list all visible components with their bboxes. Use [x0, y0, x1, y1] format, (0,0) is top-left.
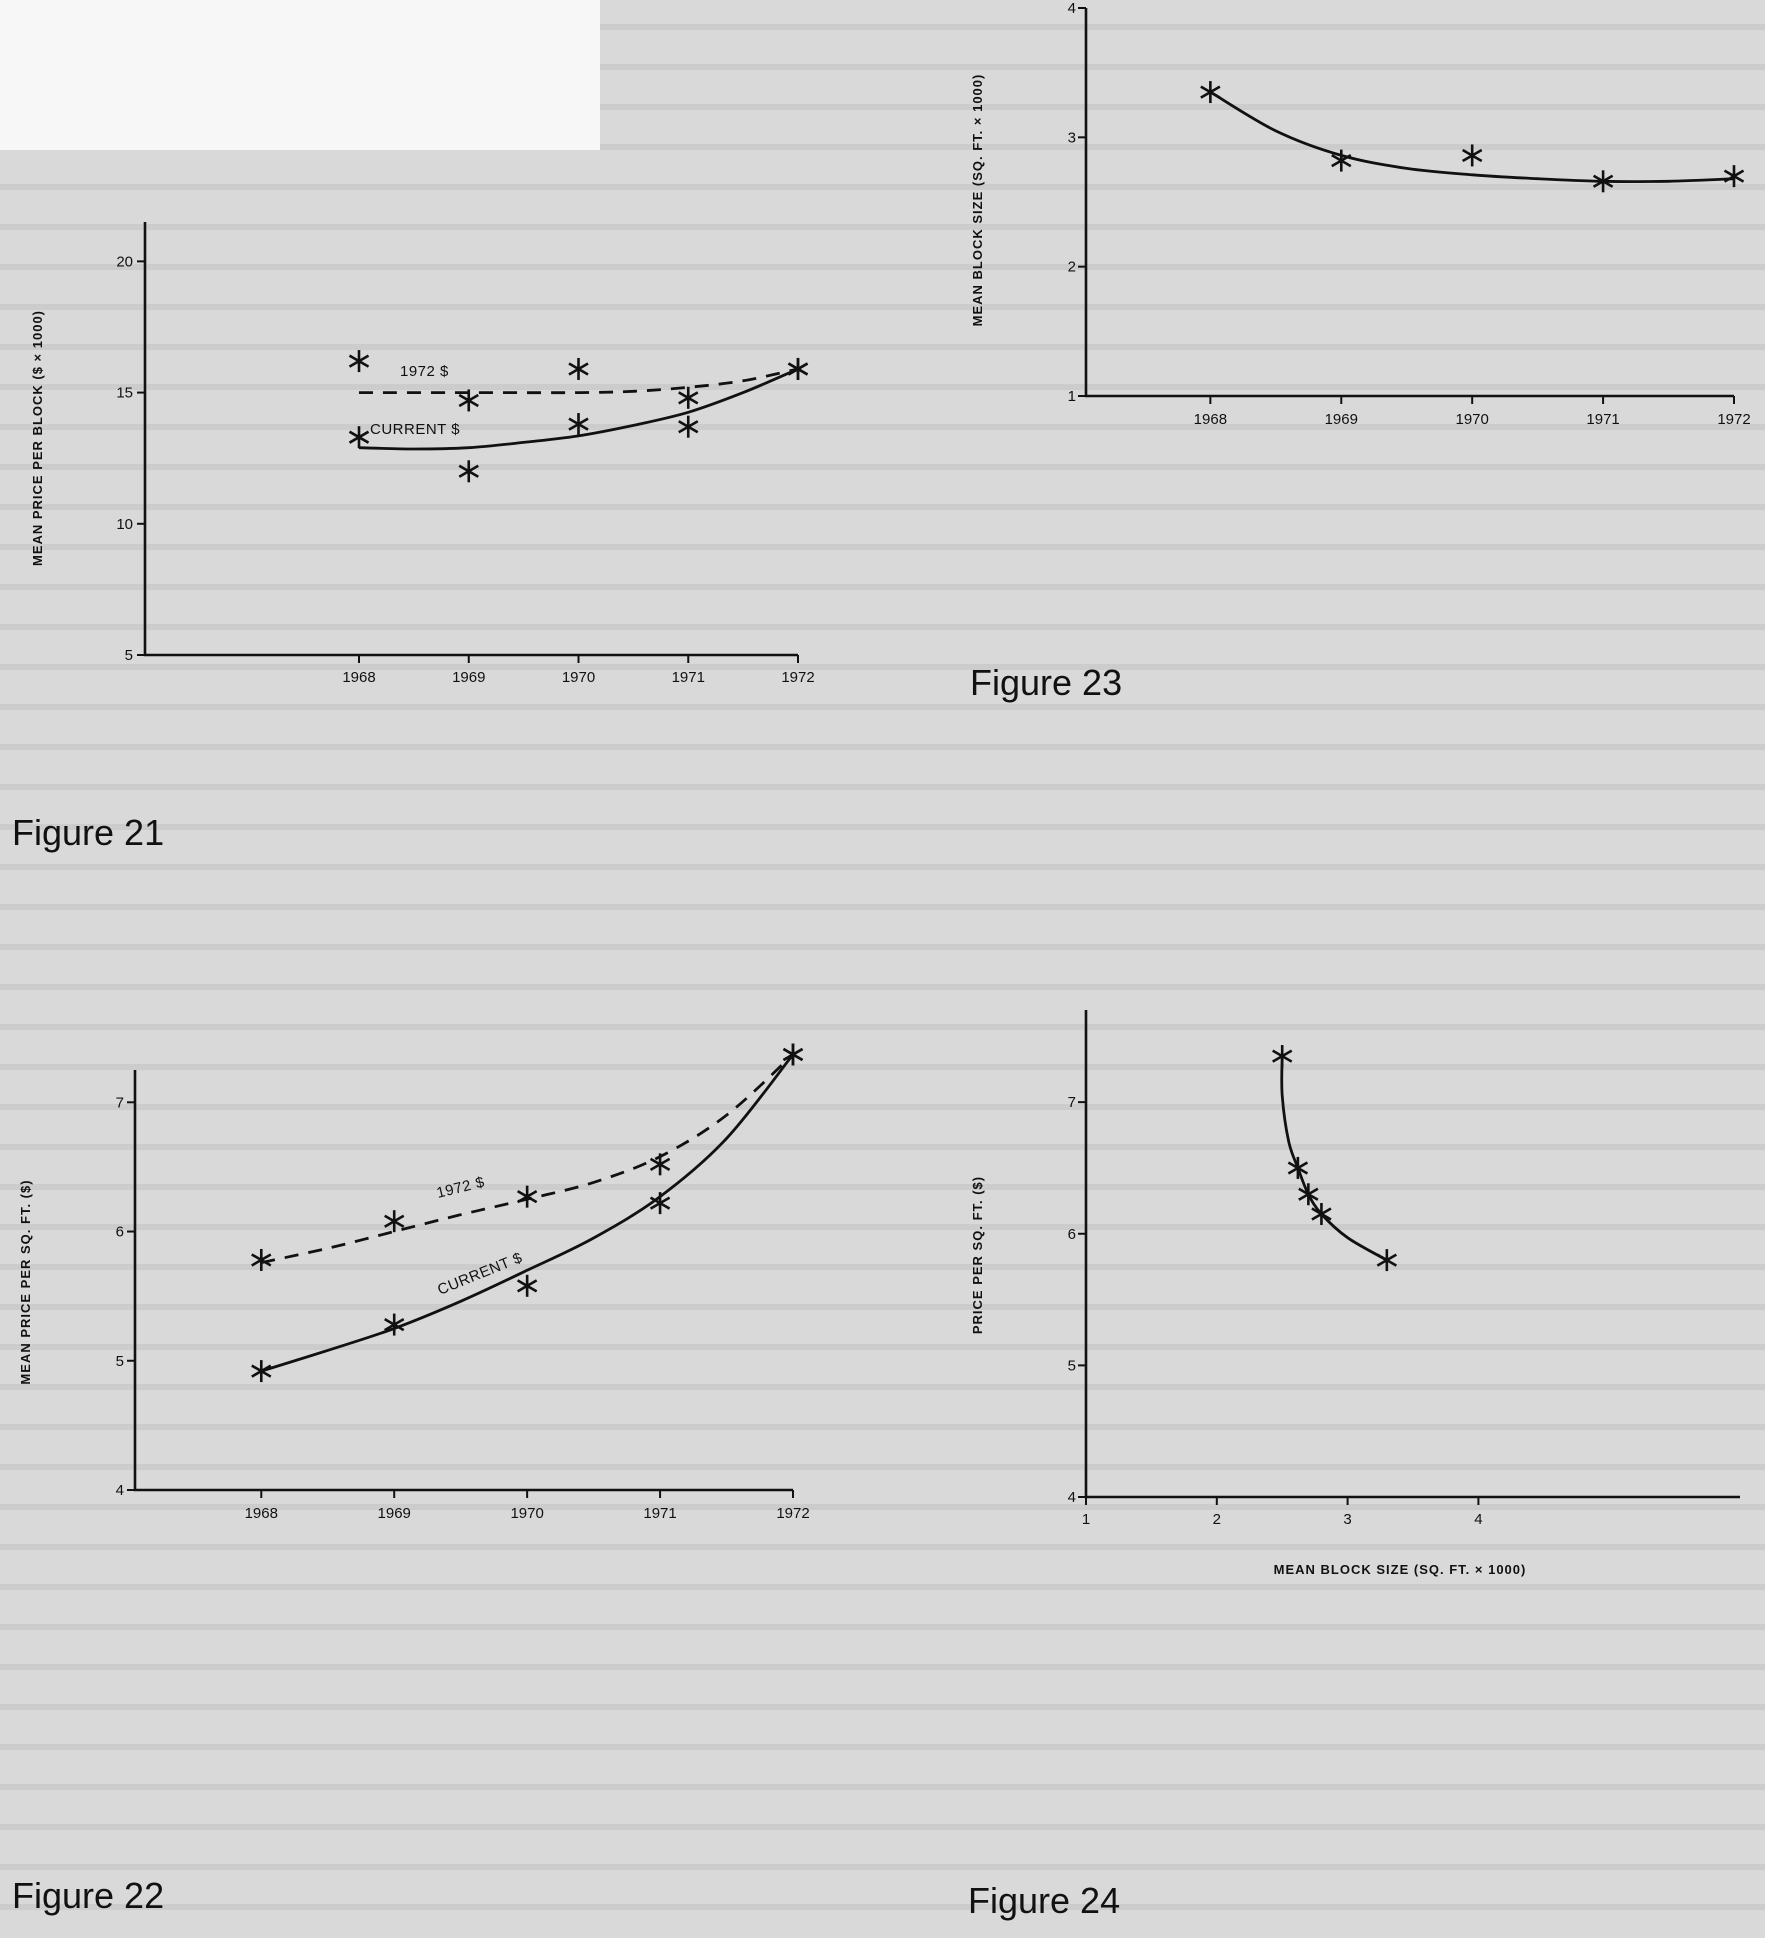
x-tick-label: 1972 [776, 1505, 809, 1522]
y-tick-label: 6 [116, 1224, 124, 1241]
x-tick-label: 1971 [672, 669, 705, 686]
top-blank-area [0, 0, 600, 150]
y-tick-label: 4 [116, 1482, 124, 1499]
data-point-marker [1200, 81, 1221, 104]
data-point-marker [782, 1043, 804, 1066]
caption-figure-21: Figure 21 [12, 812, 165, 853]
x-tick-label: 1968 [342, 669, 375, 686]
data-point-marker [458, 389, 479, 412]
x-tick-label: 2 [1213, 1511, 1221, 1528]
data-point-marker [787, 357, 809, 380]
y-tick-label: 10 [116, 516, 133, 533]
x-tick-label: 1969 [452, 669, 485, 686]
series-label: 1972 $ [435, 1174, 487, 1202]
data-point-marker [1272, 1045, 1293, 1068]
data-point-marker [348, 350, 370, 373]
y-tick-label: 7 [1068, 1094, 1076, 1111]
y-tick-label: 5 [1068, 1357, 1076, 1374]
data-point-marker [678, 386, 699, 409]
series-line-solid [1209, 90, 1735, 183]
y-tick-label: 1 [1068, 388, 1076, 405]
chart-fig23: 1 2 3 4 1968 1969 1970 1971 1972 MEAN BLOCK SIZE … [970, 0, 1751, 428]
data-point-marker [1592, 170, 1614, 193]
data-point-marker [1311, 1203, 1332, 1226]
chart-fig22: 4 5 6 7 1968 1969 1970 1971 1972 MEAN PRICE PER S… [18, 1043, 810, 1522]
chart-fig24: 4 5 6 7 1 2 3 4 PRICE PER SQ. FT. ($) MEAN BLOCK … [970, 1010, 1740, 1577]
axes [1084, 8, 1734, 398]
x-tick-label: 4 [1474, 1511, 1482, 1528]
data-point-marker [251, 1360, 272, 1383]
series-line-solid [1280, 1056, 1388, 1262]
y-tick-label: 4 [1068, 0, 1076, 17]
chart-fig21: 5 10 15 20 1968 1969 1970 1971 1972 MEAN PRICE PE… [30, 222, 815, 686]
data-point-marker [1331, 149, 1352, 172]
data-point-marker [649, 1192, 671, 1215]
y-tick-label: 7 [116, 1094, 124, 1111]
x-tick-label: 1971 [1586, 411, 1619, 428]
data-point-marker [1298, 1183, 1319, 1206]
x-tick-label: 1969 [1325, 411, 1358, 428]
data-point-marker [1287, 1156, 1309, 1179]
y-axis-label: MEAN PRICE PER BLOCK ($ × 1000) [30, 310, 45, 566]
y-tick-label: 6 [1068, 1226, 1076, 1243]
y-axis-label: PRICE PER SQ. FT. ($) [970, 1176, 985, 1334]
data-point-marker [568, 357, 589, 380]
x-tick-label: 1972 [1717, 411, 1750, 428]
caption-figure-22: Figure 22 [12, 1875, 165, 1916]
x-tick-label: 1970 [1455, 411, 1488, 428]
y-axis-label: MEAN BLOCK SIZE (SQ. FT. × 1000) [970, 74, 985, 327]
y-tick-label: 5 [116, 1353, 124, 1370]
y-tick-label: 20 [116, 253, 133, 270]
data-point-marker [1376, 1249, 1398, 1272]
y-tick-label: 2 [1068, 259, 1076, 276]
series-label: CURRENT $ [370, 421, 460, 438]
data-point-marker [1462, 144, 1483, 167]
x-tick-label: 1971 [643, 1505, 676, 1522]
x-tick-label: 1 [1082, 1511, 1090, 1528]
caption-figure-24: Figure 24 [968, 1880, 1121, 1921]
series-line-dashed [359, 367, 799, 395]
axes [143, 222, 798, 657]
data-point-marker [516, 1185, 538, 1208]
data-point-marker [649, 1153, 671, 1176]
x-tick-label: 1972 [781, 669, 814, 686]
y-tick-label: 3 [1068, 129, 1076, 146]
x-axis-label: MEAN BLOCK SIZE (SQ. FT. × 1000) [1274, 1562, 1527, 1577]
x-tick-label: 1968 [1194, 411, 1227, 428]
x-tick-label: 3 [1343, 1511, 1351, 1528]
data-point-marker [348, 426, 370, 449]
x-tick-label: 1969 [378, 1505, 411, 1522]
series-line-solid [260, 1053, 795, 1373]
y-tick-label: 15 [116, 385, 133, 402]
data-point-marker [384, 1313, 405, 1336]
caption-figure-23: Figure 23 [970, 662, 1123, 703]
data-point-marker [678, 415, 699, 438]
data-point-marker [251, 1248, 272, 1271]
y-tick-label: 4 [1068, 1489, 1076, 1506]
series-label: 1972 $ [400, 363, 449, 380]
x-tick-label: 1970 [562, 669, 595, 686]
axes [1084, 1010, 1740, 1499]
data-point-marker [458, 460, 479, 483]
data-point-marker [1723, 165, 1745, 188]
y-axis-label: MEAN PRICE PER SQ. FT. ($) [18, 1179, 33, 1384]
x-tick-label: 1968 [245, 1505, 278, 1522]
data-point-marker [568, 413, 589, 436]
data-point-marker [384, 1210, 405, 1233]
x-tick-label: 1970 [510, 1505, 543, 1522]
series-line-solid [358, 367, 799, 451]
series-line-dashed [261, 1053, 794, 1264]
data-point-marker [516, 1274, 538, 1297]
y-tick-label: 5 [125, 647, 133, 664]
